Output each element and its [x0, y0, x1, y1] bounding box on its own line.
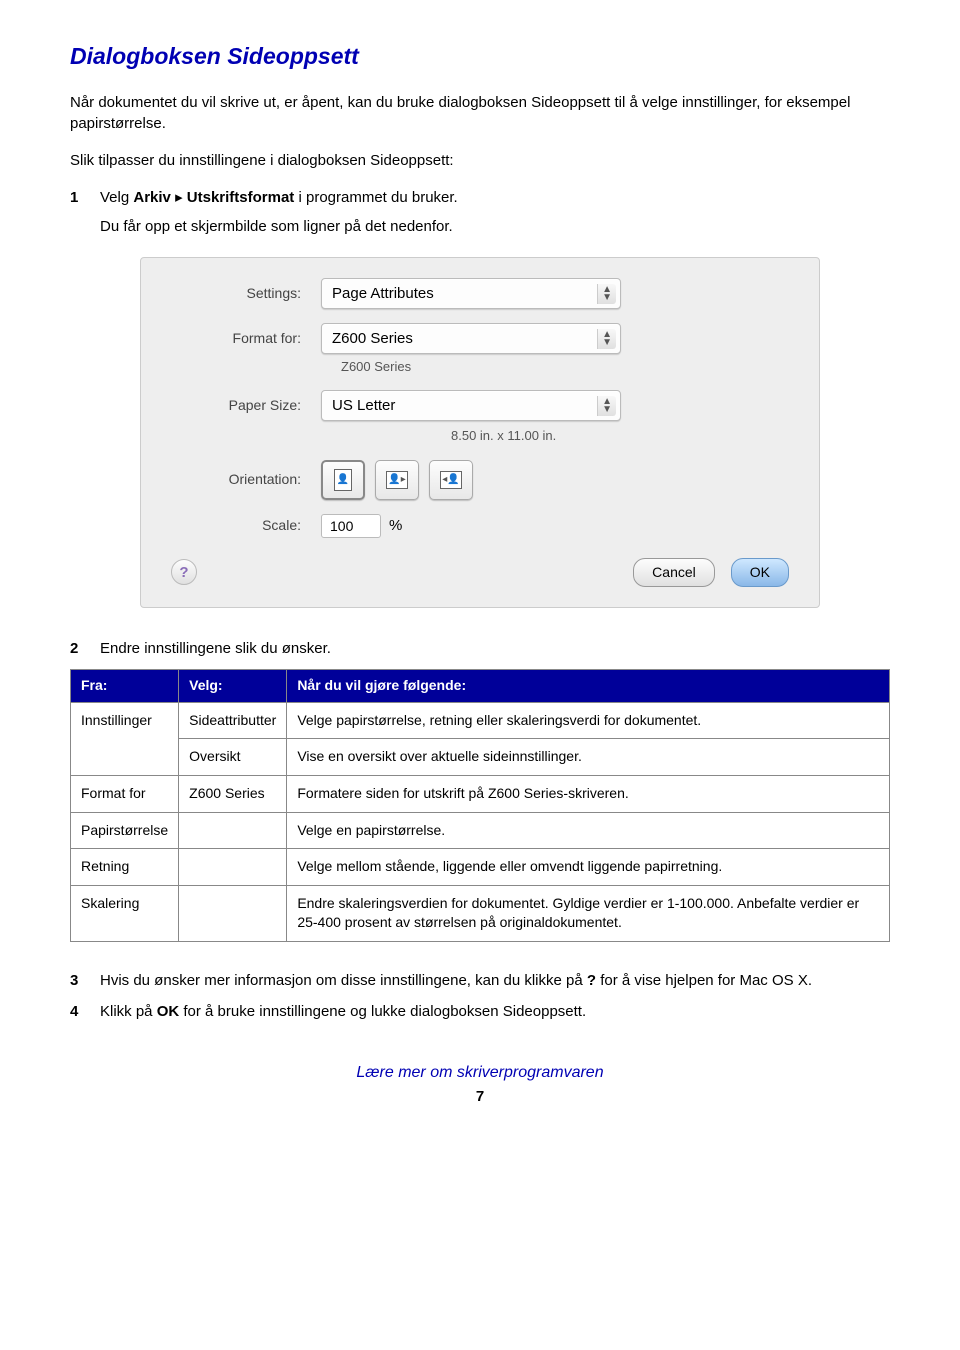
orientation-portrait[interactable]: 👤 [321, 460, 365, 500]
cell: Oversikt [179, 739, 287, 776]
step-text: Velg Arkiv ▸ Utskriftsformat i programme… [100, 187, 890, 237]
col-action: Når du vil gjøre følgende: [287, 670, 890, 703]
table-header-row: Fra: Velg: Når du vil gjøre følgende: [71, 670, 890, 703]
settings-table: Fra: Velg: Når du vil gjøre følgende: In… [70, 669, 890, 942]
format-for-select[interactable]: Z600 Series ▲▼ [321, 323, 621, 354]
text: i programmet du bruker. [294, 189, 457, 206]
section-footer: Lære mer om skriverprogramvaren [70, 1062, 890, 1084]
orientation-landscape[interactable]: 👤▸ [375, 460, 419, 500]
table-row: Skalering Endre skaleringsverdien for do… [71, 885, 890, 941]
reverse-landscape-icon: ◂👤 [440, 471, 462, 489]
cell: Papirstørrelse [71, 812, 179, 849]
cell: Z600 Series [179, 775, 287, 812]
cell: Velge papirstørrelse, retning eller skal… [287, 702, 890, 739]
scale-label: Scale: [171, 516, 321, 536]
step-text: Endre innstillingene slik du ønsker. [100, 638, 890, 659]
step-number: 1 [70, 187, 100, 237]
text: Klikk på [100, 1003, 157, 1020]
table-row: Oversikt Vise en oversikt over aktuelle … [71, 739, 890, 776]
help-button[interactable]: ? [171, 559, 197, 585]
step-text: Klikk på OK for å bruke innstillingene o… [100, 1001, 890, 1022]
settings-label: Settings: [171, 284, 321, 304]
settings-value: Page Attributes [332, 283, 434, 304]
cell: Velge mellom stående, liggende eller omv… [287, 849, 890, 886]
ok-ref: OK [157, 1003, 180, 1020]
cell [179, 849, 287, 886]
portrait-icon: 👤 [334, 469, 352, 491]
cell: Format for [71, 775, 179, 812]
step-number: 2 [70, 638, 100, 659]
sep: ▸ [171, 189, 187, 206]
cell: Sideattributter [179, 702, 287, 739]
updown-icon: ▲▼ [597, 396, 616, 416]
text: for å bruke innstillingene og lukke dial… [179, 1003, 586, 1020]
updown-icon: ▲▼ [597, 284, 616, 304]
text: Velg [100, 189, 133, 206]
cancel-button[interactable]: Cancel [633, 558, 715, 588]
format-for-subtext: Z600 Series [341, 358, 789, 376]
text: Hvis du ønsker mer informasjon om disse … [100, 972, 587, 989]
cell: Retning [71, 849, 179, 886]
step-3: 3 Hvis du ønsker mer informasjon om diss… [70, 970, 890, 991]
cell: Formatere siden for utskrift på Z600 Ser… [287, 775, 890, 812]
scale-input[interactable] [321, 514, 381, 538]
orientation-reverse-landscape[interactable]: ◂👤 [429, 460, 473, 500]
menu-utskriftsformat: Utskriftsformat [187, 189, 295, 206]
scale-unit: % [389, 515, 402, 536]
settings-select[interactable]: Page Attributes ▲▼ [321, 278, 621, 309]
ok-button[interactable]: OK [731, 558, 789, 588]
cell [179, 885, 287, 941]
step-number: 4 [70, 1001, 100, 1022]
cell: Endre skaleringsverdien for dokumentet. … [287, 885, 890, 941]
page-title: Dialogboksen Sideoppsett [70, 40, 890, 72]
table-row: Papirstørrelse Velge en papirstørrelse. [71, 812, 890, 849]
cell: Skalering [71, 885, 179, 941]
intro-text: Når dokumentet du vil skrive ut, er åpen… [70, 92, 890, 134]
paper-size-value: US Letter [332, 395, 395, 416]
page-number: 7 [70, 1086, 890, 1107]
table-row: Retning Velge mellom stående, liggende e… [71, 849, 890, 886]
help-ref: ? [587, 972, 596, 989]
step-1: 1 Velg Arkiv ▸ Utskriftsformat i program… [70, 187, 890, 237]
text: for å vise hjelpen for Mac OS X. [596, 972, 812, 989]
paper-dimensions: 8.50 in. x 11.00 in. [451, 427, 789, 445]
page-setup-dialog: Settings: Page Attributes ▲▼ Format for:… [140, 257, 820, 608]
paper-size-select[interactable]: US Letter ▲▼ [321, 390, 621, 421]
orientation-label: Orientation: [171, 470, 321, 490]
updown-icon: ▲▼ [597, 329, 616, 349]
format-for-value: Z600 Series [332, 328, 413, 349]
pre-steps-text: Slik tilpasser du innstillingene i dialo… [70, 150, 890, 171]
menu-arkiv: Arkiv [133, 189, 171, 206]
col-fra: Fra: [71, 670, 179, 703]
landscape-icon: 👤▸ [386, 471, 408, 489]
col-velg: Velg: [179, 670, 287, 703]
step-subtext: Du får opp et skjermbilde som ligner på … [100, 216, 890, 237]
cell: Velge en papirstørrelse. [287, 812, 890, 849]
cell: Innstillinger [71, 702, 179, 775]
step-text: Hvis du ønsker mer informasjon om disse … [100, 970, 890, 991]
cell: Vise en oversikt over aktuelle sideinnst… [287, 739, 890, 776]
step-2: 2 Endre innstillingene slik du ønsker. [70, 638, 890, 659]
cell [179, 812, 287, 849]
step-4: 4 Klikk på OK for å bruke innstillingene… [70, 1001, 890, 1022]
step-number: 3 [70, 970, 100, 991]
table-row: Innstillinger Sideattributter Velge papi… [71, 702, 890, 739]
paper-size-label: Paper Size: [171, 396, 321, 416]
table-row: Format for Z600 Series Formatere siden f… [71, 775, 890, 812]
format-for-label: Format for: [171, 329, 321, 349]
